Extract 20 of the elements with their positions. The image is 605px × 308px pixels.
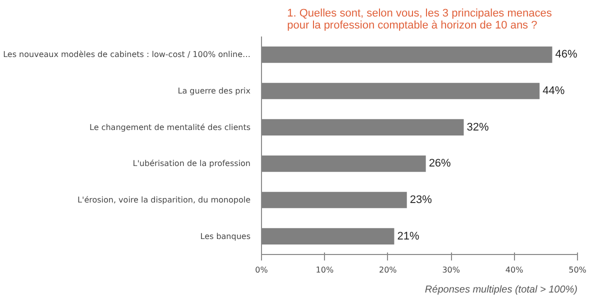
y-tick-label: La guerre des prix — [178, 86, 251, 96]
x-tick-label: 30% — [442, 266, 460, 274]
data-label: 44% — [542, 85, 565, 97]
y-tick-label: Les banques — [200, 232, 251, 241]
chart-title: 1. Quelles sont, selon vous, les 3 principales menaces pour la profession comptable à horizon de 10 ans ? — [287, 8, 552, 32]
y-tick-label: Les nouveaux modèles de cabinets : low-cost / 100% online… — [3, 50, 251, 60]
x-tick-label: 0% — [255, 266, 268, 274]
x-tick-label: 10% — [316, 266, 334, 274]
data-label: 21% — [397, 230, 420, 242]
data-label: 46% — [555, 48, 578, 61]
text: Réponses multiples (total > 100%) — [424, 284, 578, 296]
y-tick-label: Le changement de mentalité des clients — [90, 122, 250, 132]
data-label: 23% — [410, 194, 432, 206]
x-tick-label: 40% — [505, 266, 524, 274]
x-tick-label: 50% — [568, 266, 587, 274]
y-tick-label: L'ubérisation de la profession — [132, 159, 250, 168]
x-tick-label: 20% — [379, 266, 398, 274]
data-label: 32% — [466, 121, 489, 134]
y-tick-label: L'érosion, voire la disparition, du monopole — [78, 196, 251, 204]
data-label: 26% — [428, 158, 452, 170]
